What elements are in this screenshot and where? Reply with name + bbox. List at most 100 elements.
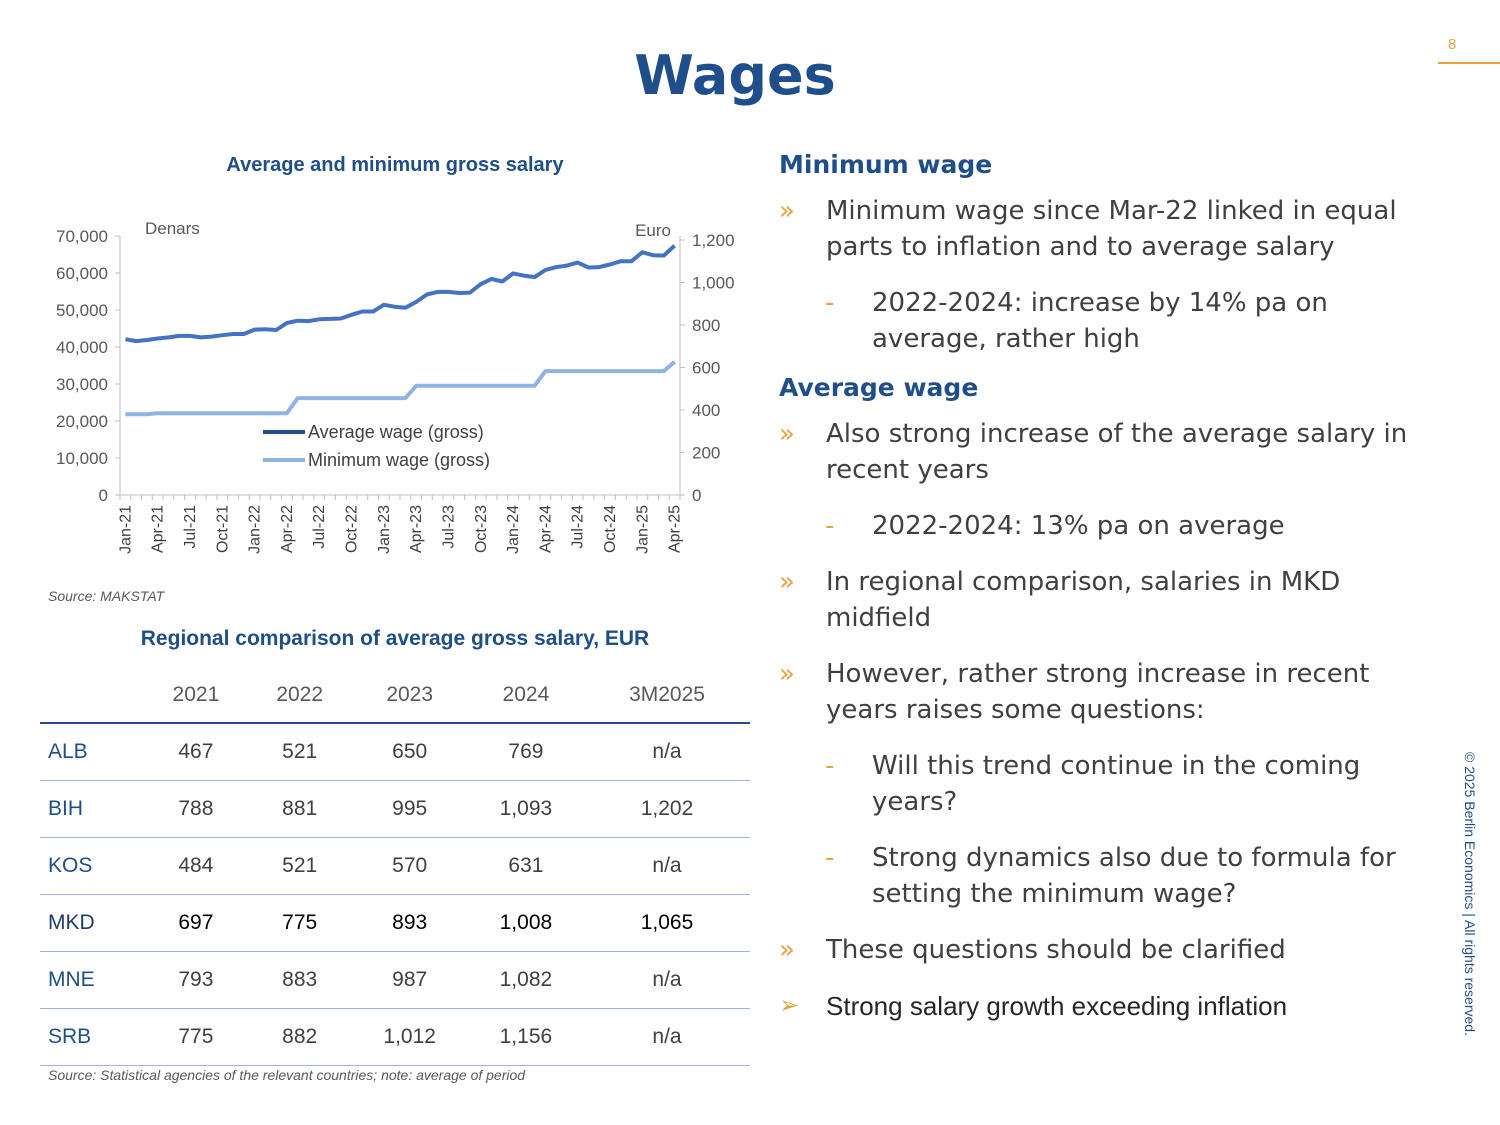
country-cell: BIH bbox=[40, 780, 144, 838]
left-tick-label: 70,000 bbox=[56, 227, 108, 246]
legend-label: Average wage (gross) bbox=[308, 422, 484, 442]
table-row: BIH 788 881 995 1,093 1,202 bbox=[40, 780, 750, 838]
table-cell: 769 bbox=[467, 723, 585, 781]
bullet-text: These questions should be clarified bbox=[826, 935, 1286, 965]
copyright-notice: © 2025 Berlin Economics | All rights res… bbox=[1462, 752, 1478, 1036]
left-tick-label: 60,000 bbox=[56, 264, 108, 283]
table-cell: 1,065 bbox=[584, 894, 750, 952]
x-tick-label: Oct-21 bbox=[214, 505, 231, 553]
x-tick-label: Apr-24 bbox=[537, 505, 554, 553]
chevron-bullet-icon: » bbox=[779, 567, 795, 597]
chevron-bullet-icon: » bbox=[779, 419, 795, 449]
minimum-wage-line bbox=[125, 360, 676, 417]
slide-title: Wages bbox=[634, 44, 836, 107]
table-cell: 1,156 bbox=[467, 1008, 585, 1066]
conclusion-text: Strong salary growth exceeding inflation bbox=[826, 991, 1288, 1021]
table-cell: 631 bbox=[467, 837, 585, 895]
sub-bullet-item: - 2022-2024: increase by 14% pa on avera… bbox=[779, 285, 1439, 357]
table-cell: n/a bbox=[584, 951, 750, 1009]
table-header-2021: 2021 bbox=[144, 668, 248, 724]
dash-bullet-icon: - bbox=[825, 511, 835, 541]
table-cell: 881 bbox=[247, 780, 352, 838]
x-tick-label: Jul-22 bbox=[311, 505, 328, 549]
x-tick-label: Apr-22 bbox=[279, 505, 296, 553]
x-tick-label: Oct-24 bbox=[602, 505, 619, 553]
bullet-text: In regional comparison, salaries in MKD … bbox=[826, 567, 1341, 633]
left-tick-label: 0 bbox=[99, 486, 108, 505]
x-tick-label: Oct-22 bbox=[344, 505, 361, 553]
sub-bullet-item: - Will this trend continue in the coming… bbox=[779, 748, 1439, 820]
sub-bullet-item: - 2022-2024: 13% pa on average bbox=[779, 508, 1439, 544]
table-cell: 484 bbox=[144, 837, 248, 895]
x-tick-label: Jul-24 bbox=[570, 505, 587, 549]
table-cell: 697 bbox=[144, 894, 248, 952]
x-tick-label: Jul-21 bbox=[182, 505, 199, 549]
table-cell: 882 bbox=[247, 1008, 352, 1066]
bullet-text: However, rather strong increase in recen… bbox=[826, 659, 1370, 725]
x-tick-label: Apr-25 bbox=[667, 505, 684, 553]
table-header-empty bbox=[40, 668, 144, 724]
left-tick-label: 20,000 bbox=[56, 412, 108, 431]
table-cell: 467 bbox=[144, 723, 248, 781]
x-tick-label: Apr-21 bbox=[150, 505, 167, 553]
table-cell: 1,082 bbox=[467, 951, 585, 1009]
table-source: Source: Statistical agencies of the rele… bbox=[48, 1067, 526, 1083]
table-cell: 570 bbox=[351, 837, 468, 895]
table-cell: 883 bbox=[247, 951, 352, 1009]
bullet-text: Also strong increase of the average sala… bbox=[826, 419, 1408, 485]
country-cell: SRB bbox=[40, 1008, 144, 1066]
table-cell: 1,008 bbox=[467, 894, 585, 952]
sub-bullet-text: 2022-2024: increase by 14% pa on average… bbox=[872, 288, 1328, 354]
table-cell: 788 bbox=[144, 780, 248, 838]
dash-bullet-icon: - bbox=[825, 843, 835, 873]
minimum-wage-heading: Minimum wage bbox=[779, 150, 993, 179]
table-row: SRB 775 882 1,012 1,156 n/a bbox=[40, 1008, 750, 1066]
x-tick-label: Jan-22 bbox=[247, 505, 264, 554]
bullet-item: » However, rather strong increase in rec… bbox=[779, 656, 1439, 728]
chevron-bullet-icon: » bbox=[779, 659, 795, 689]
chart-title: Average and minimum gross salary bbox=[226, 154, 564, 176]
table-cell: 775 bbox=[247, 894, 352, 952]
left-tick-label: 10,000 bbox=[56, 449, 108, 468]
left-tick-label: 50,000 bbox=[56, 301, 108, 320]
sub-bullet-text: Will this trend continue in the coming y… bbox=[872, 751, 1361, 817]
table-row: ALB 467 521 650 769 n/a bbox=[40, 723, 750, 781]
dash-bullet-icon: - bbox=[825, 751, 835, 781]
table-header-2023: 2023 bbox=[351, 668, 468, 724]
table-cell: 650 bbox=[351, 723, 468, 781]
right-axis-unit-label: Euro bbox=[635, 221, 671, 240]
x-tick-label: Jan-23 bbox=[376, 505, 393, 554]
right-tick-label: 600 bbox=[692, 359, 720, 378]
country-cell: ALB bbox=[40, 723, 144, 781]
table-row: KOS 484 521 570 631 n/a bbox=[40, 837, 750, 895]
table-header-2024: 2024 bbox=[467, 668, 585, 724]
table-cell: n/a bbox=[584, 723, 750, 781]
x-tick-label: Jan-24 bbox=[505, 505, 522, 554]
table-header-2022: 2022 bbox=[247, 668, 352, 724]
conclusion-item: ➢ Strong salary growth exceeding inflati… bbox=[779, 988, 1439, 1024]
bullet-item: » Also strong increase of the average sa… bbox=[779, 416, 1439, 488]
page-number-underline bbox=[1438, 62, 1500, 64]
legend-label: Minimum wage (gross) bbox=[308, 450, 490, 470]
table-title: Regional comparison of average gross sal… bbox=[140, 627, 650, 650]
country-cell: MKD bbox=[40, 894, 144, 952]
table-cell: 987 bbox=[351, 951, 468, 1009]
arrowhead-bullet-icon: ➢ bbox=[779, 992, 800, 1019]
x-tick-label: Jul-23 bbox=[440, 505, 457, 549]
table-cell: 1,093 bbox=[467, 780, 585, 838]
x-tick-label: Jan-21 bbox=[117, 505, 134, 554]
chevron-bullet-icon: » bbox=[779, 196, 795, 226]
table-cell: n/a bbox=[584, 1008, 750, 1066]
dash-bullet-icon: - bbox=[825, 288, 835, 318]
right-tick-label: 800 bbox=[692, 316, 720, 335]
bullet-item: » Minimum wage since Mar-22 linked in eq… bbox=[779, 193, 1439, 265]
commentary-panel: Minimum wage » Minimum wage since Mar-22… bbox=[779, 150, 1439, 1024]
chart-source: Source: MAKSTAT bbox=[48, 588, 165, 604]
chevron-bullet-icon: » bbox=[779, 935, 795, 965]
table-cell: n/a bbox=[584, 837, 750, 895]
table-cell: 995 bbox=[351, 780, 468, 838]
table-cell: 521 bbox=[247, 837, 352, 895]
sub-bullet-text: 2022-2024: 13% pa on average bbox=[872, 511, 1285, 541]
right-tick-label: 1,200 bbox=[692, 231, 735, 250]
left-axis-unit-label: Denars bbox=[145, 219, 200, 238]
